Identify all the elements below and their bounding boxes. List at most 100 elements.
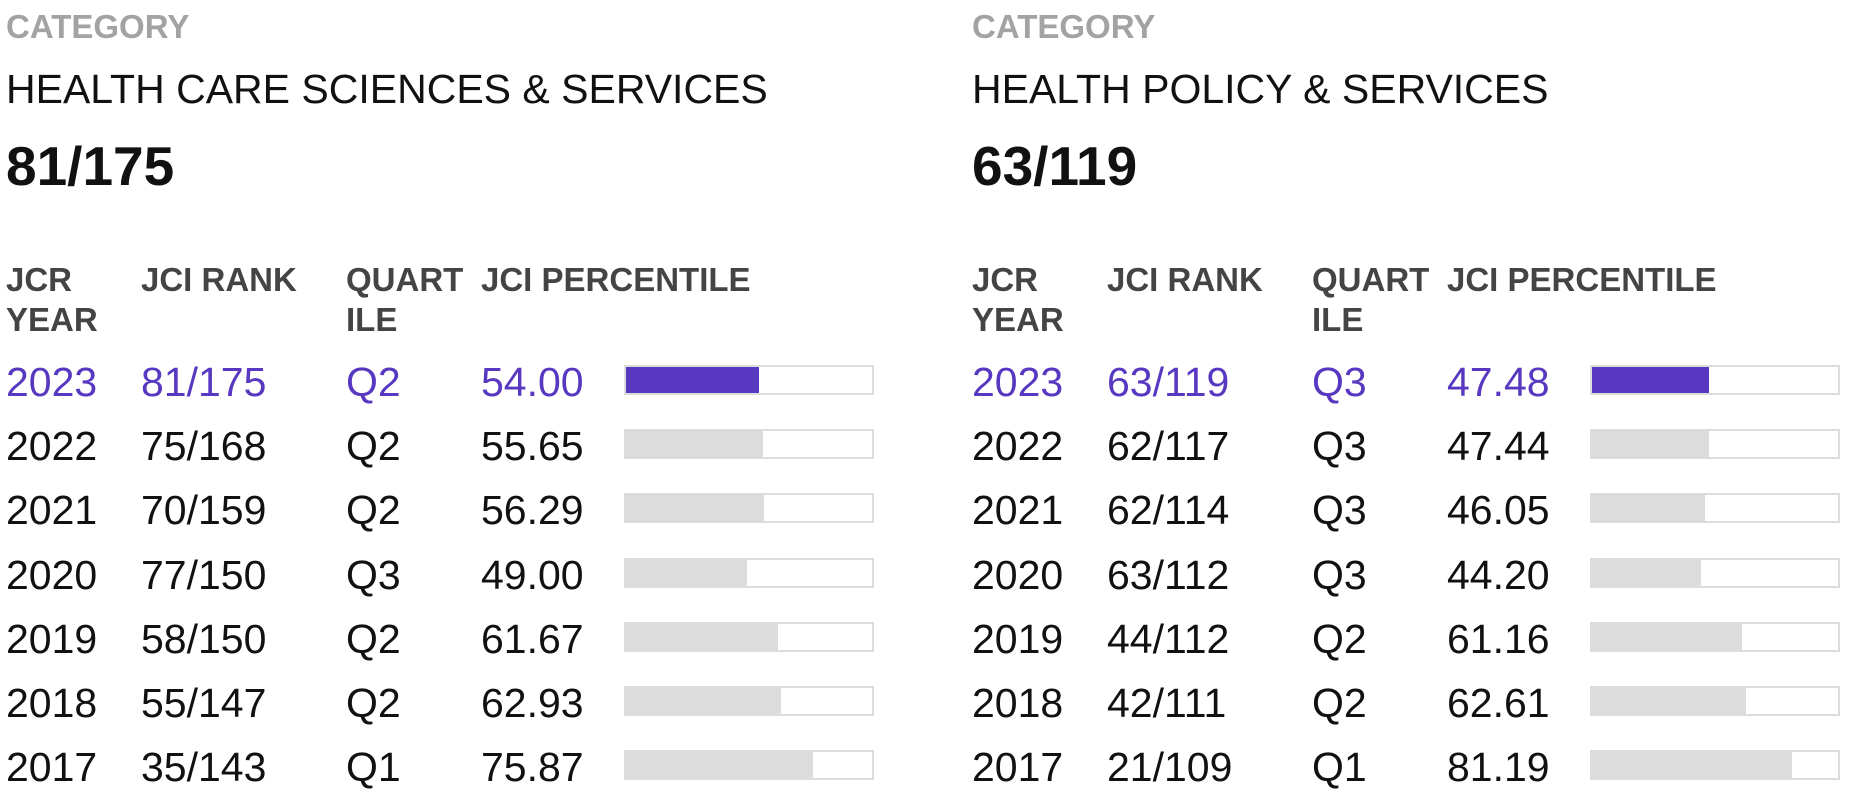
cell-jci-rank: 81/175 bbox=[141, 359, 267, 405]
cell-jci-rank: 58/150 bbox=[141, 615, 267, 662]
cell-jci-percentile: 81.19 bbox=[1447, 744, 1550, 791]
cell-jci-rank: 35/143 bbox=[141, 744, 267, 791]
percentile-bar-fill bbox=[626, 688, 781, 714]
percentile-bar bbox=[1590, 365, 1840, 395]
category-label: CATEGORY bbox=[972, 8, 1156, 45]
cell-jcr-year: 2020 bbox=[6, 551, 98, 598]
cell-jci-percentile: 56.29 bbox=[481, 487, 584, 534]
cell-quartile: Q2 bbox=[1312, 680, 1367, 726]
percentile-bar bbox=[624, 686, 874, 716]
cell-jci-percentile: 62.93 bbox=[481, 680, 584, 726]
cell-quartile: Q2 bbox=[1312, 615, 1367, 662]
percentile-bar-fill bbox=[626, 752, 813, 779]
percentile-bar bbox=[624, 365, 874, 395]
percentile-bar-fill bbox=[1592, 495, 1706, 522]
cell-quartile: Q2 bbox=[346, 615, 401, 662]
table-row: 2017 35/143 Q1 75.87 bbox=[6, 735, 936, 799]
category-rank: 63/119 bbox=[972, 135, 1138, 197]
percentile-bar bbox=[624, 493, 874, 524]
table-row: 2020 63/112 Q3 44.20 bbox=[972, 543, 1850, 607]
percentile-bar bbox=[1590, 493, 1840, 524]
cell-jci-percentile: 62.61 bbox=[1447, 680, 1550, 726]
percentile-bar-fill bbox=[1592, 367, 1709, 393]
percentile-bar-fill bbox=[1592, 431, 1709, 458]
header-jcr-year: JCR YEAR bbox=[972, 261, 1064, 338]
table-row: 2020 77/150 Q3 49.00 bbox=[6, 543, 936, 607]
category-panel-health-care-sciences: CATEGORY HEALTH CARE SCIENCES & SERVICES… bbox=[6, 0, 936, 796]
cell-quartile: Q1 bbox=[1312, 744, 1367, 791]
cell-jcr-year: 2019 bbox=[6, 615, 98, 662]
percentile-bar-fill bbox=[626, 623, 778, 650]
cell-jci-rank: 42/111 bbox=[1107, 680, 1227, 726]
cell-jci-percentile: 49.00 bbox=[481, 551, 584, 598]
cell-jci-percentile: 75.87 bbox=[481, 744, 584, 791]
cell-quartile: Q1 bbox=[346, 744, 401, 791]
table-row: 2022 62/117 Q3 47.44 bbox=[972, 414, 1850, 478]
cell-quartile: Q3 bbox=[1312, 551, 1367, 598]
header-jci-percentile: JCI PERCENTILE bbox=[481, 261, 751, 298]
cell-jci-percentile: 46.05 bbox=[1447, 487, 1550, 534]
cell-jcr-year: 2021 bbox=[972, 487, 1064, 534]
percentile-bar bbox=[1590, 557, 1840, 588]
cell-jci-rank: 70/159 bbox=[141, 487, 267, 534]
percentile-bar-fill bbox=[1592, 559, 1701, 586]
table-row: 2023 63/119 Q3 47.48 bbox=[972, 350, 1850, 414]
table-row: 2017 21/109 Q1 81.19 bbox=[972, 735, 1850, 799]
cell-jci-rank: 44/112 bbox=[1107, 615, 1230, 662]
category-name[interactable]: HEALTH POLICY & SERVICES bbox=[972, 66, 1549, 112]
cell-quartile: Q2 bbox=[346, 680, 401, 726]
cell-jci-percentile: 47.48 bbox=[1447, 359, 1550, 405]
percentile-bar bbox=[1590, 750, 1840, 781]
cell-quartile: Q2 bbox=[346, 487, 401, 534]
percentile-bar-fill bbox=[1592, 688, 1747, 714]
cell-quartile: Q2 bbox=[346, 423, 401, 470]
percentile-bar-fill bbox=[626, 559, 747, 586]
cell-jci-rank: 55/147 bbox=[141, 680, 267, 726]
header-quartile: QUART ILE bbox=[346, 261, 464, 338]
cell-jcr-year: 2018 bbox=[972, 680, 1064, 726]
percentile-bar-fill bbox=[626, 367, 759, 393]
category-name[interactable]: HEALTH CARE SCIENCES & SERVICES bbox=[6, 66, 768, 112]
cell-jci-rank: 75/168 bbox=[141, 423, 267, 470]
table-row: 2018 42/111 Q2 62.61 bbox=[972, 671, 1850, 735]
cell-jci-percentile: 61.16 bbox=[1447, 615, 1550, 662]
table-row: 2021 70/159 Q2 56.29 bbox=[6, 478, 936, 542]
percentile-bar-fill bbox=[1592, 623, 1743, 650]
percentile-bar-fill bbox=[626, 495, 765, 522]
header-jci-rank: JCI RANK bbox=[141, 261, 297, 298]
percentile-bar bbox=[624, 750, 874, 781]
cell-jci-percentile: 54.00 bbox=[481, 359, 584, 405]
category-rank: 81/175 bbox=[6, 135, 175, 197]
cell-quartile: Q3 bbox=[1312, 423, 1367, 470]
header-jci-percentile: JCI PERCENTILE bbox=[1447, 261, 1717, 298]
header-quartile: QUART ILE bbox=[1312, 261, 1430, 338]
percentile-bar bbox=[1590, 686, 1840, 716]
cell-jcr-year: 2019 bbox=[972, 615, 1064, 662]
table-row: 2021 62/114 Q3 46.05 bbox=[972, 478, 1850, 542]
cell-jci-rank: 63/112 bbox=[1107, 551, 1230, 598]
table-row: 2018 55/147 Q2 62.93 bbox=[6, 671, 936, 735]
cell-jcr-year: 2021 bbox=[6, 487, 98, 534]
percentile-bar bbox=[1590, 621, 1840, 652]
table-row: 2022 75/168 Q2 55.65 bbox=[6, 414, 936, 478]
percentile-bar bbox=[1590, 429, 1840, 460]
percentile-bar bbox=[624, 429, 874, 460]
cell-jcr-year: 2023 bbox=[972, 359, 1064, 405]
cell-jci-percentile: 44.20 bbox=[1447, 551, 1550, 598]
header-jci-rank: JCI RANK bbox=[1107, 261, 1263, 298]
category-panel-health-policy: CATEGORY HEALTH POLICY & SERVICES 63/119… bbox=[972, 0, 1850, 796]
cell-jcr-year: 2022 bbox=[6, 423, 98, 470]
table-row: 2019 44/112 Q2 61.16 bbox=[972, 607, 1850, 671]
percentile-bar bbox=[624, 621, 874, 652]
percentile-bar-fill bbox=[626, 431, 763, 458]
percentile-bar bbox=[624, 557, 874, 588]
cell-jcr-year: 2020 bbox=[972, 551, 1064, 598]
percentile-bar-fill bbox=[1592, 752, 1792, 779]
cell-quartile: Q3 bbox=[1312, 487, 1367, 534]
table-row: 2019 58/150 Q2 61.67 bbox=[6, 607, 936, 671]
cell-jcr-year: 2022 bbox=[972, 423, 1064, 470]
cell-jcr-year: 2018 bbox=[6, 680, 98, 726]
cell-jci-rank: 62/117 bbox=[1107, 423, 1230, 470]
header-jcr-year: JCR YEAR bbox=[6, 261, 98, 338]
cell-jci-rank: 21/109 bbox=[1107, 744, 1233, 791]
